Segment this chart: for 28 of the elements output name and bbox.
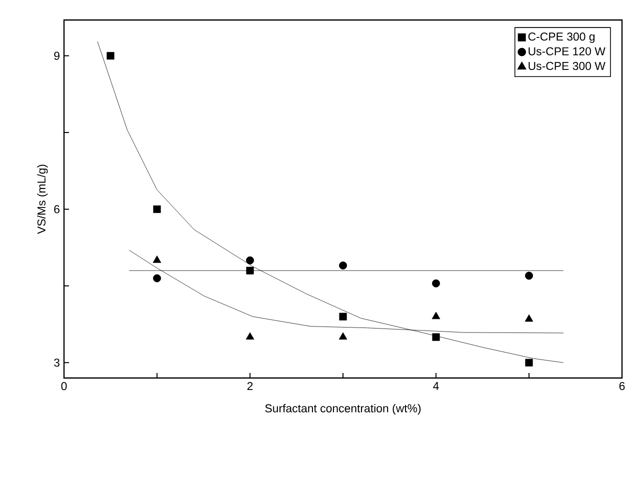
point — [153, 205, 161, 213]
x-tick-label: 4 — [433, 382, 439, 390]
point — [246, 266, 254, 274]
point — [432, 333, 440, 341]
point — [152, 256, 162, 263]
point — [339, 312, 347, 320]
point — [339, 261, 347, 270]
point — [338, 332, 348, 340]
x-tick-label: 2 — [247, 382, 253, 390]
y-tick-label: 6 — [54, 205, 60, 214]
legend-label: Us-CPE 120 W — [528, 47, 606, 56]
x-axis-title: Surfactant concentration (wt%) — [265, 404, 421, 415]
point — [432, 312, 440, 320]
point — [525, 272, 533, 280]
point — [432, 279, 440, 288]
point — [524, 314, 534, 322]
x-tick-label: 6 — [619, 382, 625, 390]
legend-label: C-CPE 300 g — [528, 32, 595, 43]
point — [246, 256, 254, 264]
point — [525, 358, 533, 366]
y-tick-label: 9 — [54, 52, 60, 60]
y-axis-title: VS/Ms (mL/g) — [37, 164, 48, 234]
point — [153, 274, 161, 282]
point — [246, 332, 254, 340]
point — [106, 52, 114, 60]
legend-label: Us-CPE 300 W — [528, 62, 606, 70]
x-tick-label: 0 — [61, 382, 67, 390]
y-tick-label: 3 — [54, 358, 60, 367]
